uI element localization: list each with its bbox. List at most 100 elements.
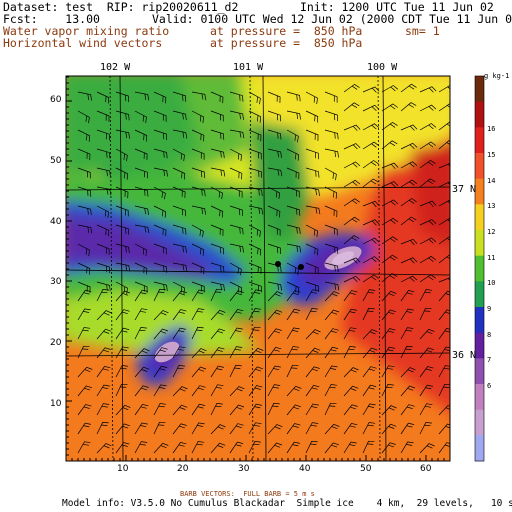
wind-barb bbox=[362, 256, 380, 264]
wind-barb bbox=[191, 110, 204, 123]
wind-barb bbox=[305, 422, 319, 435]
wind-barb bbox=[400, 345, 413, 359]
wind-barb bbox=[381, 442, 396, 454]
wind-barb bbox=[77, 441, 91, 454]
lon-label-101w: 101 W bbox=[233, 62, 264, 73]
wind-barb bbox=[419, 123, 437, 131]
wind-barb bbox=[343, 216, 360, 226]
wind-barb bbox=[153, 421, 166, 435]
wind-barb bbox=[229, 186, 243, 198]
wind-barb bbox=[381, 328, 396, 340]
wind-barb bbox=[362, 440, 375, 454]
wind-barb bbox=[96, 129, 110, 141]
wind-barb bbox=[172, 224, 187, 235]
wind-barb bbox=[153, 403, 167, 416]
wind-barb bbox=[286, 441, 300, 454]
init-time: Init: 1200 UTC Tue 11 Jun 02 bbox=[300, 0, 494, 14]
wind-barb bbox=[362, 289, 376, 302]
wind-barb bbox=[191, 243, 205, 256]
wind-barb bbox=[267, 402, 280, 416]
wind-barb bbox=[172, 442, 187, 454]
wind-barb bbox=[400, 124, 418, 131]
wind-barb bbox=[153, 167, 168, 177]
wind-barb bbox=[267, 148, 282, 158]
wind-barb bbox=[419, 200, 437, 207]
wind-barb bbox=[400, 198, 417, 207]
lon-label-100w: 100 W bbox=[367, 62, 398, 73]
wind-barb bbox=[172, 346, 186, 359]
wind-barb bbox=[172, 404, 188, 416]
wind-barb bbox=[286, 423, 301, 435]
wind-barb bbox=[305, 403, 319, 416]
colorbar-unit: g kg-1 bbox=[484, 72, 510, 80]
colorbar-swatch bbox=[475, 435, 484, 462]
colorbar-swatch bbox=[475, 127, 484, 154]
wind-barb bbox=[77, 327, 91, 340]
colorbar-label: 10 bbox=[487, 279, 496, 288]
wind-barb bbox=[324, 346, 339, 359]
wind-barb bbox=[153, 347, 168, 359]
wind-barb bbox=[134, 224, 150, 234]
wind-barb bbox=[134, 243, 147, 256]
wind-barb bbox=[286, 364, 299, 378]
wind-barb bbox=[134, 186, 149, 197]
colorbar bbox=[474, 75, 485, 462]
wind-barb bbox=[438, 199, 450, 207]
wind-barb bbox=[343, 198, 360, 207]
wind-barb bbox=[400, 367, 416, 378]
wind-barb bbox=[77, 205, 92, 216]
wind-barb bbox=[210, 281, 225, 291]
wind-barb bbox=[153, 365, 168, 378]
wind-barb bbox=[305, 366, 320, 378]
wind-barb bbox=[362, 384, 377, 397]
wind-barb bbox=[324, 167, 337, 181]
wind-barb bbox=[248, 129, 262, 142]
wind-barb bbox=[305, 91, 318, 105]
wind-barb bbox=[362, 329, 378, 340]
wind-barb bbox=[419, 289, 433, 302]
wind-barb bbox=[172, 309, 187, 321]
wind-barb bbox=[210, 110, 224, 122]
wind-barb bbox=[438, 383, 450, 397]
wind-barb bbox=[248, 91, 261, 105]
wind-barb bbox=[134, 422, 148, 435]
wind-barb bbox=[438, 405, 450, 416]
colorbar-swatch bbox=[475, 101, 484, 128]
wind-barb bbox=[400, 142, 418, 150]
wind-barb bbox=[134, 308, 148, 321]
wind-barb bbox=[115, 423, 131, 435]
wind-barb bbox=[172, 205, 186, 217]
wind-barb bbox=[115, 167, 129, 180]
wind-barb bbox=[400, 257, 418, 264]
colorbar-label: 16 bbox=[487, 125, 496, 134]
wind-barb bbox=[134, 262, 148, 275]
wind-barb bbox=[115, 91, 130, 103]
wind-barb bbox=[343, 308, 357, 321]
wind-barb bbox=[191, 167, 206, 179]
wind-barb bbox=[96, 310, 112, 321]
wind-barb bbox=[115, 186, 129, 199]
wind-barb bbox=[115, 442, 130, 454]
wind-barb bbox=[115, 346, 129, 359]
wind-barb bbox=[248, 186, 263, 197]
wind-barb bbox=[172, 423, 187, 435]
wind-barb bbox=[400, 102, 417, 112]
wind-barb bbox=[324, 110, 339, 122]
wind-barb bbox=[267, 262, 282, 273]
wind-barb bbox=[77, 167, 91, 179]
wind-barb bbox=[324, 205, 338, 218]
wind-barb bbox=[248, 167, 263, 178]
colorbar-swatch bbox=[475, 76, 484, 103]
field1-pressure: at pressure = 850 hPa bbox=[210, 24, 363, 38]
wind-barb bbox=[324, 365, 338, 378]
wind-barb bbox=[96, 366, 111, 378]
wind-barb bbox=[400, 238, 418, 246]
wind-barb bbox=[229, 290, 244, 302]
wind-barb bbox=[381, 162, 399, 169]
wind-barb bbox=[419, 237, 437, 245]
wind-barb bbox=[172, 129, 188, 139]
wind-barb bbox=[381, 181, 399, 188]
wind-barb bbox=[210, 129, 225, 140]
wind-barb bbox=[381, 309, 397, 321]
